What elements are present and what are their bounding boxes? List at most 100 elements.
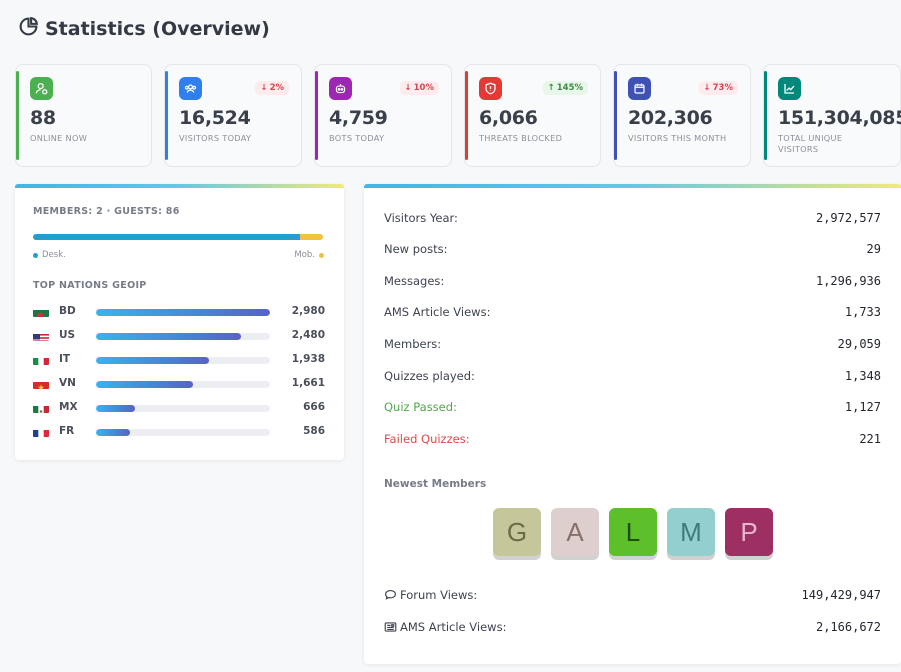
card-label: ONLINE NOW	[30, 133, 88, 143]
arrow-down-icon: ↓	[703, 83, 711, 93]
trend-badge: ↓ 2%	[255, 81, 289, 95]
stat-card-threats-blocked[interactable]: ↑ 145% 6,066 THREATS BLOCKED	[464, 64, 601, 167]
flag-italy-icon	[33, 354, 49, 365]
member-avatar[interactable]: L	[609, 508, 657, 556]
panel-gradient-bar	[15, 184, 344, 188]
card-accent-bar	[465, 71, 468, 160]
flag-bangladesh-icon	[33, 306, 49, 317]
user-online-icon	[30, 77, 53, 100]
nation-value: 2,980	[291, 305, 325, 317]
stat-value: 2,972,577	[815, 211, 881, 225]
stat-label: Messages:	[384, 274, 445, 288]
stat-label: Quizzes played:	[384, 369, 475, 383]
top-nations-title: TOP NATIONS GEOIP	[33, 280, 147, 291]
desktop-legend: Desk.	[33, 250, 66, 260]
nation-bar-fill	[96, 381, 193, 388]
card-label: VISITORS TODAY	[179, 133, 252, 143]
card-label: VISITORS THIS MONTH	[628, 133, 727, 143]
stat-value: 1,296,936	[815, 274, 881, 288]
stat-value: 29,059	[837, 337, 881, 351]
stat-value: 221	[859, 432, 881, 446]
mobile-legend: Mob.	[294, 250, 324, 260]
desktop-dot	[33, 252, 38, 258]
trend-badge: ↓ 10%	[399, 81, 439, 95]
pie-chart-icon	[18, 16, 39, 42]
newest-members-list: G A L M P	[493, 508, 773, 556]
card-label: BOTS TODAY	[329, 133, 385, 143]
stat-value: 1,127	[844, 400, 881, 414]
stat-label: Members:	[384, 337, 442, 351]
nation-code: VN	[59, 377, 76, 389]
nation-bar-fill	[96, 429, 131, 436]
nation-value: 1,661	[291, 377, 325, 389]
nation-value: 2,480	[291, 329, 325, 341]
trend-badge: ↑ 145%	[542, 81, 588, 95]
stat-card-bots-today[interactable]: ↓ 10% 4,759 BOTS TODAY	[314, 64, 452, 167]
stat-card-visitors-this-month[interactable]: ↓ 73% 202,306 VISITORS THIS MONTH	[613, 64, 751, 167]
stat-row: AMS Article Views: 1,733	[384, 305, 881, 321]
card-accent-bar	[165, 71, 168, 160]
stat-label: New posts:	[384, 242, 448, 256]
desktop-share-fill	[33, 234, 300, 240]
card-number: 6,066	[479, 107, 538, 129]
nation-bar-fill	[96, 357, 210, 364]
card-accent-bar	[16, 71, 19, 160]
nation-bar-track	[96, 357, 270, 364]
chart-line-icon	[778, 77, 801, 100]
stat-row: Messages: 1,296,936	[384, 274, 881, 290]
nation-code: BD	[59, 305, 76, 317]
stat-card-total-unique-visitors[interactable]: 151,304,085 TOTAL UNIQUE VISITORS	[763, 64, 901, 167]
nation-bar-track	[96, 405, 270, 412]
stat-value: 29	[866, 242, 881, 256]
nation-bar-track	[96, 309, 270, 316]
member-avatar[interactable]: P	[725, 508, 773, 556]
card-number: 151,304,085	[778, 107, 901, 129]
nation-row: FR 586	[33, 424, 325, 440]
card-accent-bar	[614, 71, 617, 160]
card-label: TOTAL UNIQUE VISITORS	[778, 133, 843, 154]
site-stats-panel: Visitors Year: 2,972,577 New posts: 29 M…	[364, 184, 901, 664]
calendar-icon	[628, 77, 651, 100]
stat-value: 1,348	[844, 369, 881, 383]
stat-row: Failed Quizzes: 221	[384, 432, 881, 448]
card-number: 4,759	[329, 107, 388, 129]
stat-card-visitors-today[interactable]: ↓ 2% 16,524 VISITORS TODAY	[164, 64, 302, 167]
card-number: 202,306	[628, 107, 713, 129]
mobile-dot	[319, 252, 324, 258]
newest-members-title: Newest Members	[384, 478, 487, 490]
stat-label: Forum Views:	[384, 588, 477, 602]
stat-row: Quiz Passed: 1,127	[384, 400, 881, 416]
flag-usa-icon	[33, 330, 49, 341]
mobile-share-fill	[299, 234, 323, 240]
visitors-icon	[179, 77, 202, 100]
page-title: Statistics (Overview)	[18, 16, 270, 42]
card-accent-bar	[315, 71, 318, 160]
flag-mexico-icon	[33, 402, 49, 413]
stat-label: AMS Article Views:	[384, 305, 491, 319]
stat-label: Quiz Passed:	[384, 400, 457, 414]
stat-value: 2,166,672	[815, 620, 881, 634]
nation-bar-track	[96, 429, 270, 436]
robot-icon	[329, 77, 352, 100]
member-avatar[interactable]: G	[493, 508, 541, 556]
nation-row: MX 666	[33, 400, 325, 416]
arrow-down-icon: ↓	[260, 83, 268, 93]
stat-label: Failed Quizzes:	[384, 432, 470, 446]
member-avatar[interactable]: M	[667, 508, 715, 556]
flag-vietnam-icon	[33, 378, 49, 389]
newspaper-icon	[384, 620, 400, 634]
stat-card-online-now[interactable]: 88 ONLINE NOW	[15, 64, 152, 167]
nation-row: BD 2,980	[33, 304, 325, 320]
member-avatar[interactable]: A	[551, 508, 599, 556]
card-number: 16,524	[179, 107, 251, 129]
stat-row: Visitors Year: 2,972,577	[384, 211, 881, 227]
page-title-text: Statistics (Overview)	[45, 18, 270, 40]
nation-value: 586	[303, 425, 325, 437]
arrow-up-icon: ↑	[547, 83, 555, 93]
nation-code: FR	[59, 425, 75, 437]
card-accent-bar	[764, 71, 767, 160]
nation-code: IT	[59, 353, 71, 365]
nation-bar-fill	[96, 405, 135, 412]
trend-badge: ↓ 73%	[698, 81, 738, 95]
nation-bar-fill	[96, 333, 241, 340]
